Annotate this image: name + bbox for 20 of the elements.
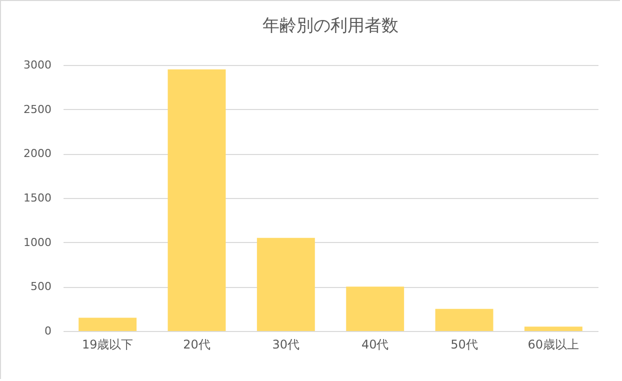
chart-title: 年齢別の利用者数	[262, 16, 398, 36]
x-tick-label: 40代	[361, 338, 389, 352]
bar	[78, 318, 137, 331]
x-tick-label: 19歳以下	[82, 338, 134, 352]
y-tick-label: 3000	[24, 58, 52, 72]
bar	[346, 286, 404, 331]
y-tick-label: 2000	[24, 147, 52, 160]
x-tick-label: 50代	[450, 338, 478, 352]
x-tick-label: 20代	[183, 338, 210, 352]
x-tick-label: 60歳以上	[528, 338, 580, 352]
bar	[435, 308, 494, 331]
x-tick-label: 30代	[272, 338, 300, 352]
y-tick-label: 500	[30, 280, 52, 294]
y-tick-label: 2500	[24, 102, 52, 116]
y-tick-label: 1000	[24, 236, 52, 249]
y-tick-label: 1500	[24, 192, 52, 204]
bar	[168, 69, 226, 331]
y-tick-label: 0	[44, 324, 52, 338]
bar	[256, 238, 315, 331]
bar	[524, 326, 582, 331]
